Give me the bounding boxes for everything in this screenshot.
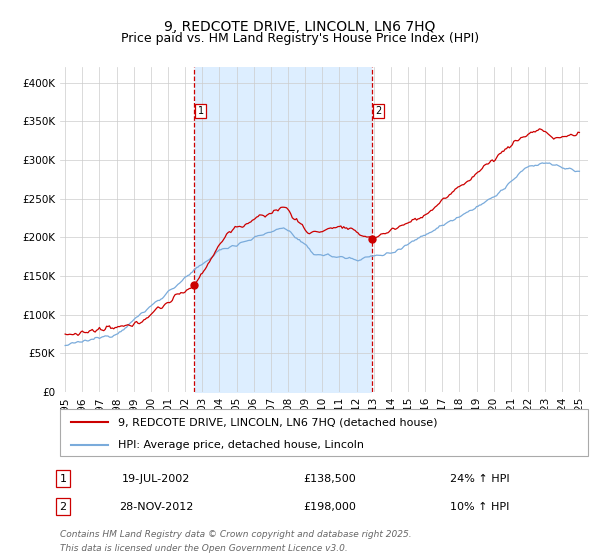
Text: 2: 2	[59, 502, 67, 512]
Text: HPI: Average price, detached house, Lincoln: HPI: Average price, detached house, Linc…	[118, 440, 364, 450]
Text: 28-NOV-2012: 28-NOV-2012	[119, 502, 193, 512]
Text: 19-JUL-2002: 19-JUL-2002	[122, 474, 190, 484]
Text: 9, REDCOTE DRIVE, LINCOLN, LN6 7HQ (detached house): 9, REDCOTE DRIVE, LINCOLN, LN6 7HQ (deta…	[118, 417, 437, 427]
Text: 10% ↑ HPI: 10% ↑ HPI	[451, 502, 509, 512]
FancyBboxPatch shape	[60, 409, 588, 456]
Text: 24% ↑ HPI: 24% ↑ HPI	[450, 474, 510, 484]
Text: Contains HM Land Registry data © Crown copyright and database right 2025.: Contains HM Land Registry data © Crown c…	[60, 530, 412, 539]
Text: £138,500: £138,500	[304, 474, 356, 484]
Text: 1: 1	[198, 106, 204, 116]
Text: Price paid vs. HM Land Registry's House Price Index (HPI): Price paid vs. HM Land Registry's House …	[121, 32, 479, 45]
Text: 1: 1	[59, 474, 67, 484]
Text: This data is licensed under the Open Government Licence v3.0.: This data is licensed under the Open Gov…	[60, 544, 348, 553]
Text: 2: 2	[376, 106, 382, 116]
Text: 9, REDCOTE DRIVE, LINCOLN, LN6 7HQ: 9, REDCOTE DRIVE, LINCOLN, LN6 7HQ	[164, 20, 436, 34]
Text: £198,000: £198,000	[304, 502, 356, 512]
